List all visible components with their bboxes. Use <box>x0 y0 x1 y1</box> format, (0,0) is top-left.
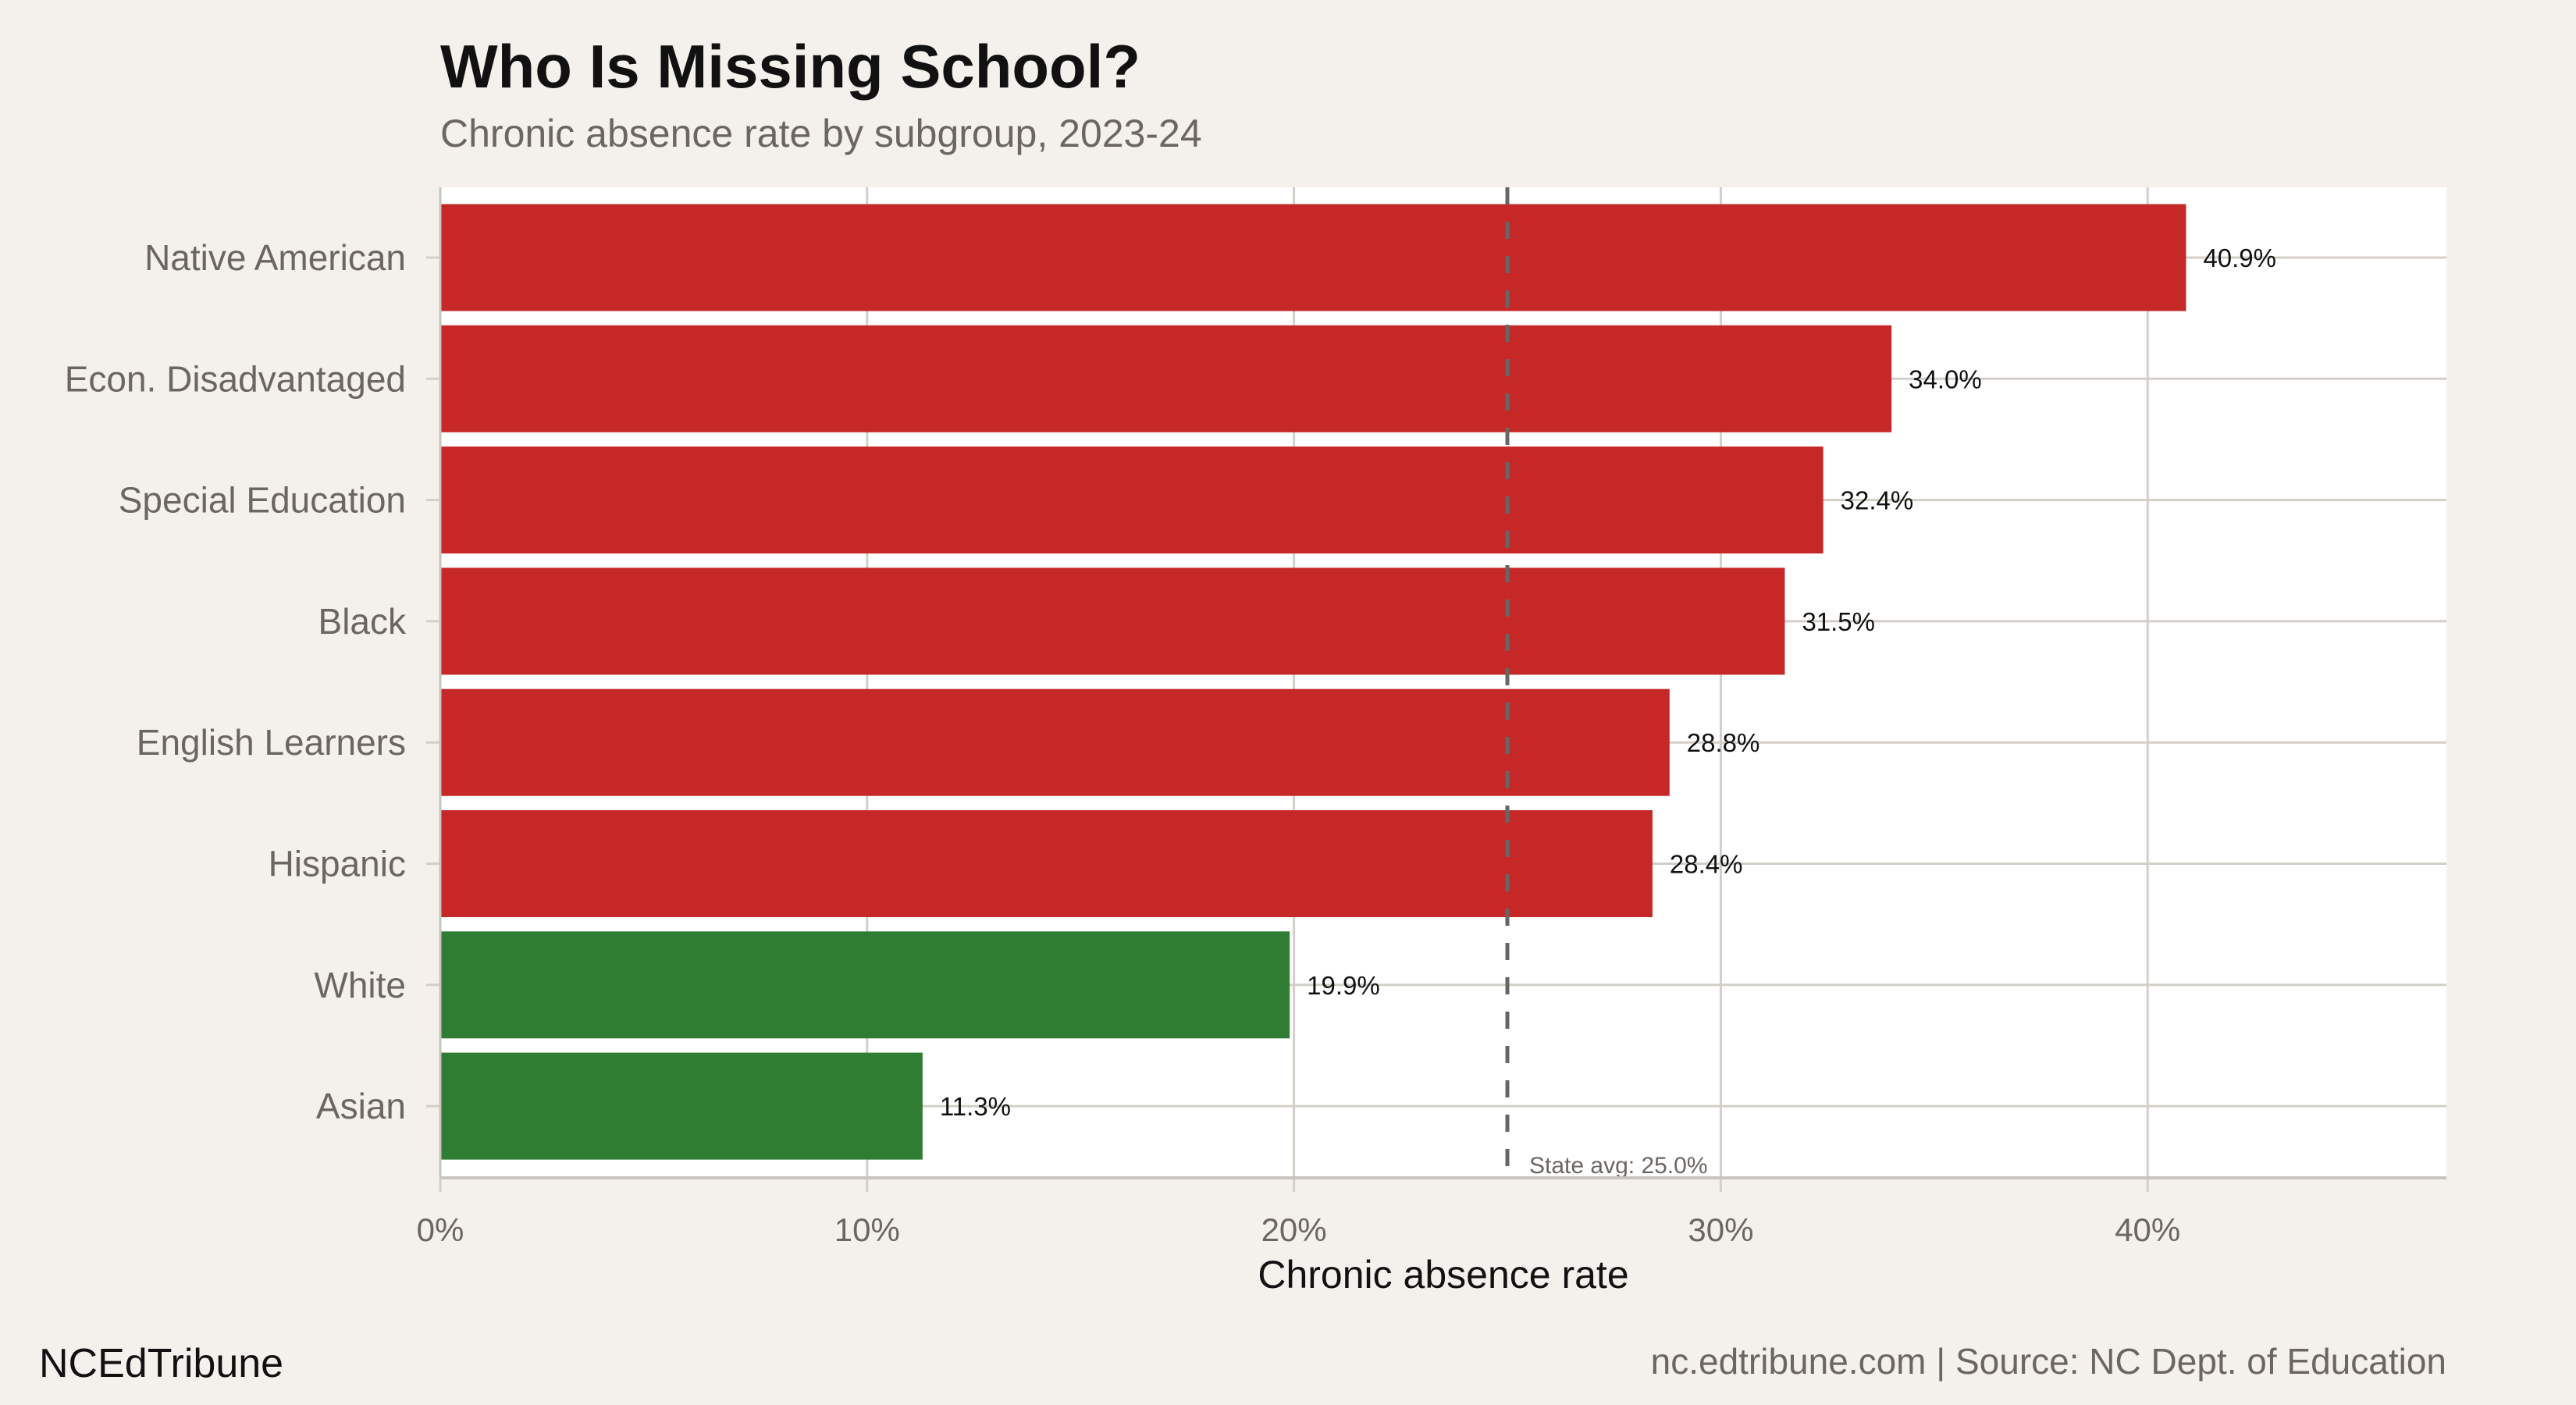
category-label: Econ. Disadvantaged <box>65 358 406 399</box>
bar <box>440 931 1290 1039</box>
source-caption: nc.edtribune.com | Source: NC Dept. of E… <box>1651 1341 2446 1382</box>
x-tick-label: 10% <box>834 1211 900 1248</box>
category-label: Native American <box>144 237 406 278</box>
bar-value-label: 32.4% <box>1841 486 1914 515</box>
x-tick-label: 30% <box>1688 1211 1753 1248</box>
category-label: Hispanic <box>269 844 406 884</box>
bar <box>440 688 1670 796</box>
brand-logo-text: NCEdTribune <box>39 1341 283 1386</box>
bars: 40.9% 34.0% 32.4% 31.5% 28.8% 28.4% 19.9% 11.3% <box>440 204 2276 1160</box>
category-label: Black <box>318 601 407 642</box>
x-axis-title: Chronic absence rate <box>1258 1253 1628 1297</box>
x-tick-label: 40% <box>2115 1211 2180 1248</box>
x-tick-label: 0% <box>417 1211 464 1248</box>
state-average-label: State avg: 25.0% <box>1529 1153 1708 1179</box>
category-label: White <box>314 965 406 1005</box>
bar <box>440 810 1653 917</box>
chart-title: Who Is Missing School? <box>440 32 1140 101</box>
bar-value-label: 40.9% <box>2203 244 2276 272</box>
chart-subtitle: Chronic absence rate by subgroup, 2023-2… <box>440 112 1202 155</box>
bar-value-label: 28.8% <box>1687 728 1760 757</box>
bar <box>440 325 1892 432</box>
category-label: Special Education <box>119 480 406 521</box>
bar <box>440 567 1785 675</box>
bar <box>440 204 2186 311</box>
bar <box>440 446 1823 554</box>
bar-value-label: 31.5% <box>1802 607 1875 636</box>
reference-line-group: State avg: 25.0% <box>1505 187 1708 1179</box>
x-tick-label: 20% <box>1261 1211 1327 1248</box>
axes: 0% 10% 20% 30% 40% Native American Econ. Disad… <box>65 187 2446 1248</box>
bar-value-label: 28.4% <box>1670 850 1743 879</box>
bar-value-label: 19.9% <box>1307 971 1380 1000</box>
category-label: Asian <box>316 1086 406 1126</box>
bar-value-label: 11.3% <box>940 1092 1011 1121</box>
category-label: English Learners <box>137 722 406 763</box>
bar <box>440 1052 923 1160</box>
bar-value-label: 34.0% <box>1909 365 1982 393</box>
